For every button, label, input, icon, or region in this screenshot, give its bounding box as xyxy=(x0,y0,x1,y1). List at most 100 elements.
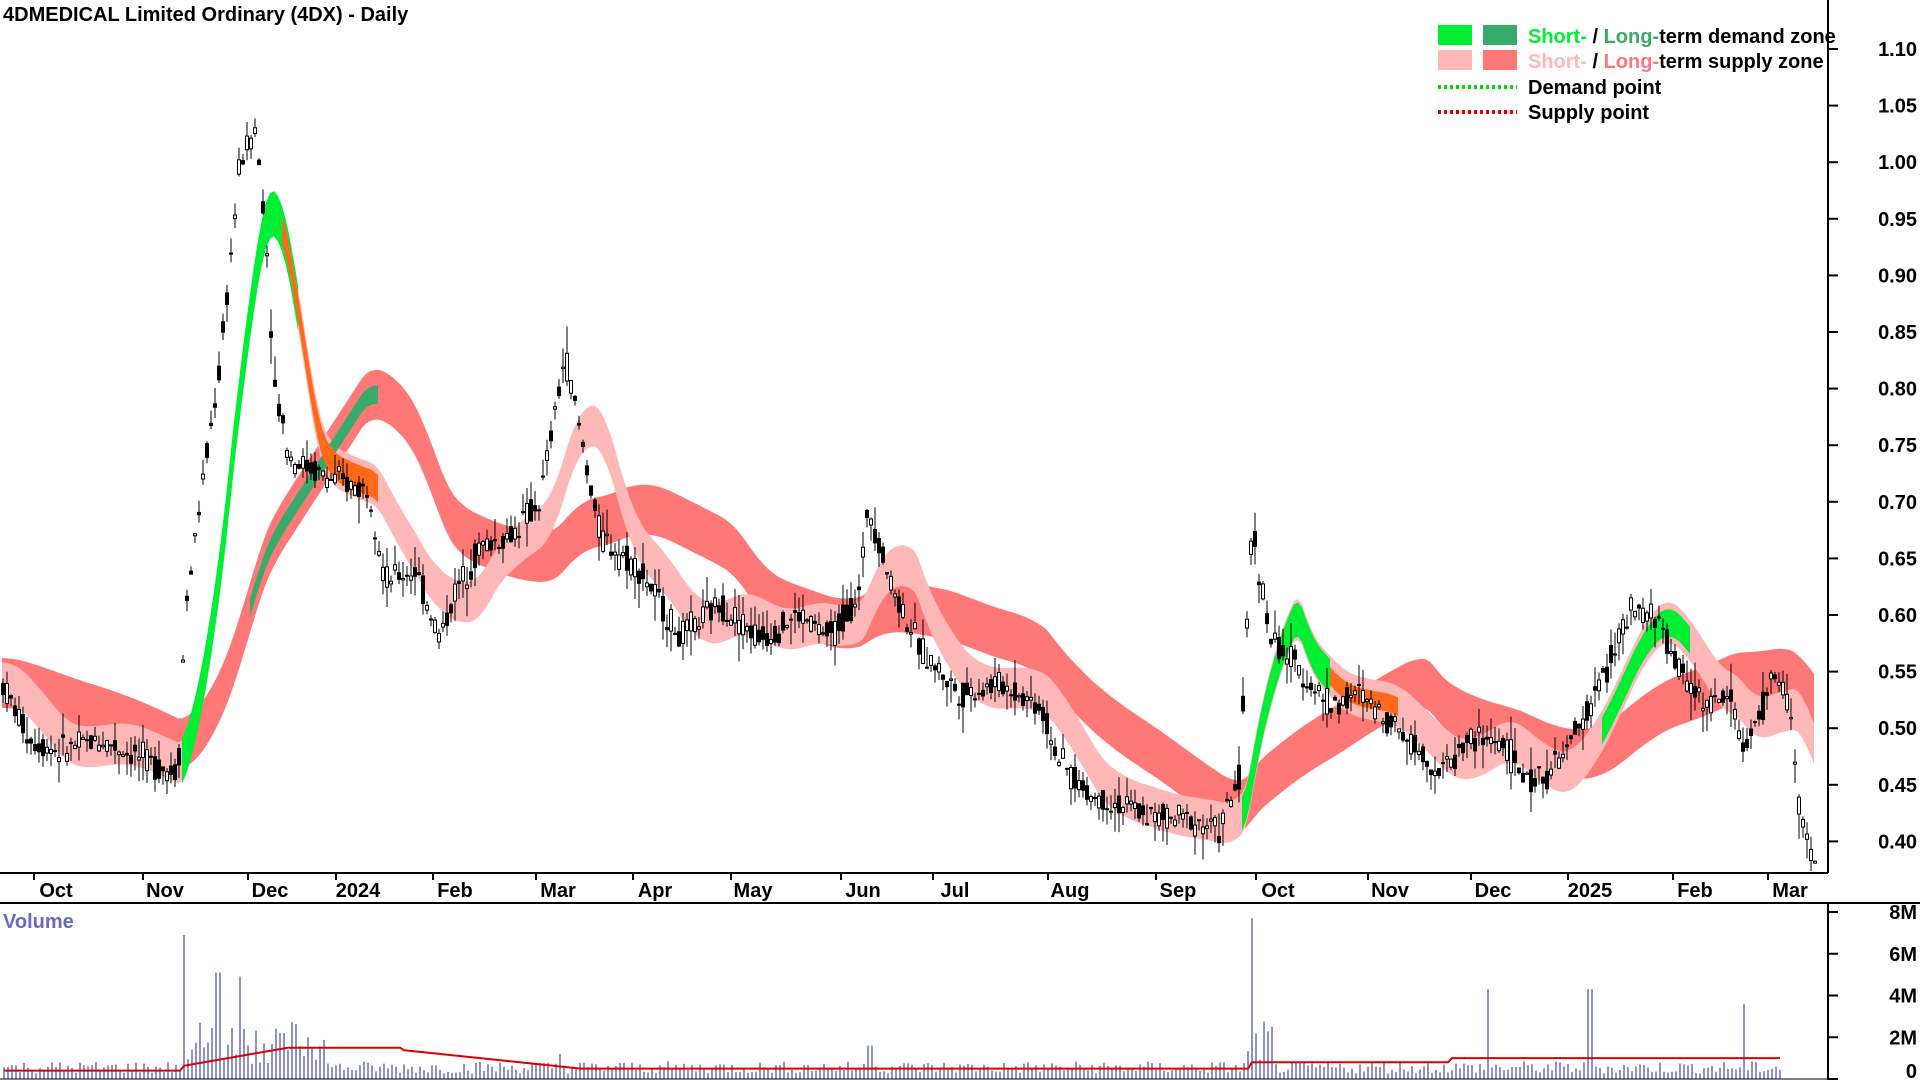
candle-body xyxy=(249,137,253,150)
candle-body xyxy=(9,694,13,699)
candle-body xyxy=(761,626,765,640)
candle-body xyxy=(117,751,121,756)
candle-body xyxy=(1061,748,1065,759)
candle-body xyxy=(273,379,277,387)
candle-body xyxy=(505,532,509,540)
candle-body xyxy=(409,575,413,581)
candle-body xyxy=(1089,796,1093,802)
candle-body xyxy=(653,584,657,597)
x-axis-ticks: Oct Nov Dec 2024 Feb Mar Apr May Jun Jul Aug Sep Oct… xyxy=(33,873,1808,902)
candle-body xyxy=(841,604,845,632)
legend-supply-short-swatch xyxy=(1438,50,1472,70)
legend-supply-long-swatch xyxy=(1483,50,1517,70)
candle-body xyxy=(1005,685,1009,692)
candle-body xyxy=(245,135,249,151)
candle-body xyxy=(101,744,105,748)
candle-body xyxy=(389,580,393,585)
candle-body xyxy=(901,604,905,618)
candle-body xyxy=(573,395,577,401)
candle-body xyxy=(929,655,933,666)
legend-separator: / xyxy=(1587,26,1604,48)
candle-body xyxy=(429,618,433,621)
candle-body xyxy=(1521,772,1525,783)
legend-demand-zone-label: Short- / Long-term demand zone xyxy=(1528,26,1836,48)
candle-body xyxy=(1413,735,1417,753)
candle-body xyxy=(809,616,813,632)
candle-body xyxy=(721,595,725,622)
candle-body xyxy=(165,771,169,782)
candle-body xyxy=(1465,734,1469,744)
candle-body xyxy=(865,509,869,518)
candle-body xyxy=(93,735,97,741)
candle-body xyxy=(993,676,997,688)
candle-body xyxy=(1589,703,1593,717)
candle-body xyxy=(1409,733,1413,755)
volume-moving-average xyxy=(4,1046,1780,1072)
candle-body xyxy=(509,526,513,543)
candle-body xyxy=(449,604,453,614)
volume-tick-label: 4M xyxy=(1889,986,1917,1008)
legend-demand-short-swatch xyxy=(1438,25,1472,45)
candle-body xyxy=(1705,699,1709,708)
candle-body xyxy=(1205,825,1209,829)
candle-body xyxy=(893,593,897,598)
candle-body xyxy=(1025,696,1029,701)
candle-body xyxy=(1217,836,1221,844)
candle-body xyxy=(405,574,409,577)
candle-body xyxy=(393,564,397,571)
candlestick-series xyxy=(1,118,1817,872)
candle-body xyxy=(1157,812,1161,827)
candle-body xyxy=(765,633,769,647)
candle-body xyxy=(137,756,141,761)
candle-body xyxy=(1129,800,1133,805)
candle-body xyxy=(1649,603,1653,619)
candle-body xyxy=(801,609,805,624)
candle-body xyxy=(1517,767,1521,774)
candle-body xyxy=(1349,694,1353,699)
candle-body xyxy=(1641,607,1645,624)
short-term-demand-zone xyxy=(1602,609,1690,745)
candle-body xyxy=(1509,739,1513,774)
candle-body xyxy=(1165,807,1169,829)
candle-body xyxy=(1445,756,1449,760)
candle-body xyxy=(349,481,353,490)
candle-body xyxy=(425,604,429,611)
demand-supply-zones xyxy=(2,191,1814,843)
candle-body xyxy=(1669,650,1673,654)
candle-body xyxy=(1177,804,1181,816)
candle-body xyxy=(1249,540,1253,555)
candle-body xyxy=(177,748,181,766)
candle-body xyxy=(1317,685,1321,691)
candle-body xyxy=(465,584,469,589)
candle-body xyxy=(1769,672,1773,680)
candle-body xyxy=(733,607,737,624)
candle-body xyxy=(873,529,877,544)
candle-body xyxy=(1245,618,1249,629)
candle-body xyxy=(417,572,421,576)
candle-body xyxy=(1189,816,1193,830)
candle-body xyxy=(1681,663,1685,674)
candle-body xyxy=(269,331,273,338)
candle-body xyxy=(789,618,793,621)
candle-body xyxy=(833,621,837,646)
candle-body xyxy=(113,740,117,751)
candle-body xyxy=(1713,695,1717,698)
candle-body xyxy=(813,620,817,624)
candle-body xyxy=(1381,721,1385,725)
candle-body xyxy=(1393,716,1397,722)
candle-body xyxy=(1625,626,1629,629)
candle-body xyxy=(1341,696,1345,706)
candle-body xyxy=(133,744,137,752)
candle-body xyxy=(1385,712,1389,734)
candle-body xyxy=(697,626,701,630)
candle-body xyxy=(781,612,785,631)
candle-body xyxy=(805,619,809,622)
candle-body xyxy=(1785,693,1789,711)
candle-body xyxy=(1077,780,1081,791)
candle-body xyxy=(1777,681,1781,686)
candle-body xyxy=(153,756,157,780)
legend-short-word: Short- xyxy=(1528,26,1587,48)
candle-body xyxy=(1693,686,1697,698)
candle-body xyxy=(1721,690,1725,703)
candle-body xyxy=(1613,653,1617,656)
